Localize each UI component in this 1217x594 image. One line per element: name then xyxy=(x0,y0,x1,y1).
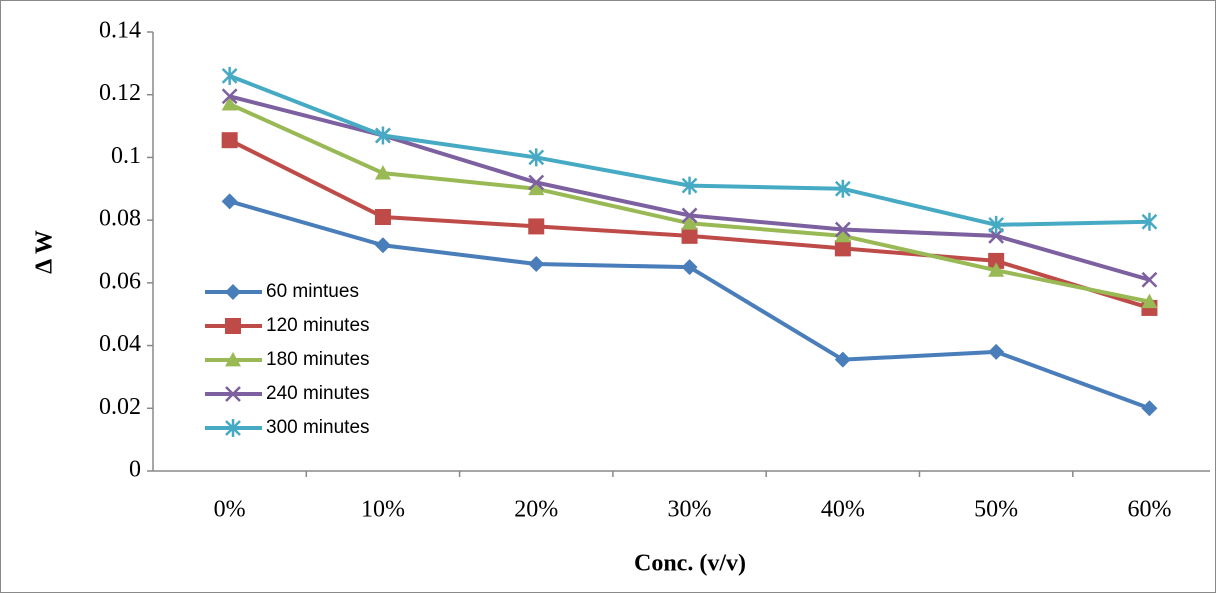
x-tick-label: 0% xyxy=(214,497,246,523)
marker xyxy=(528,180,545,196)
legend-entry: 60 mintues xyxy=(205,281,359,302)
marker xyxy=(988,252,1005,269)
marker xyxy=(374,165,391,180)
marker xyxy=(221,88,238,105)
marker xyxy=(221,193,238,210)
legend-label: 240 minutes xyxy=(266,383,370,404)
legend-label: 300 minutes xyxy=(266,417,370,438)
x-axis-label: Conc. (v/v) xyxy=(634,551,746,577)
x-tick-label: 40% xyxy=(821,497,865,523)
marker xyxy=(221,132,238,149)
x-tick-label: 60% xyxy=(1127,497,1171,523)
marker xyxy=(374,237,391,254)
x-tick-label: 30% xyxy=(668,497,712,523)
marker xyxy=(681,227,698,244)
marker xyxy=(681,207,698,224)
marker xyxy=(681,215,698,230)
marker xyxy=(834,221,851,238)
y-tick-label: 0.1 xyxy=(111,143,141,169)
marker xyxy=(528,256,545,273)
x-tick-label: 10% xyxy=(361,497,405,523)
marker xyxy=(988,343,1005,360)
y-tick-label: 0.14 xyxy=(99,18,141,44)
y-tick-label: 0.08 xyxy=(99,206,141,232)
legend-marker xyxy=(225,318,241,334)
y-tick-label: 0 xyxy=(129,457,141,483)
marker xyxy=(834,351,851,368)
marker xyxy=(375,126,391,145)
marker xyxy=(221,66,238,85)
marker xyxy=(374,209,391,226)
marker xyxy=(834,227,851,243)
marker xyxy=(528,218,545,235)
legend-entry: 180 minutes xyxy=(205,349,370,370)
y-axis-label: Δ W xyxy=(32,230,58,274)
marker xyxy=(528,148,545,167)
marker xyxy=(681,259,698,276)
legend-marker xyxy=(225,419,241,437)
legend-entry: 240 minutes xyxy=(205,383,370,404)
y-tick-label: 0.04 xyxy=(99,331,141,357)
marker xyxy=(834,240,851,257)
legend-marker xyxy=(225,284,241,300)
y-tick-label: 0.06 xyxy=(99,268,141,294)
legend-label: 60 mintues xyxy=(266,281,359,302)
marker xyxy=(1141,271,1158,288)
marker xyxy=(1141,400,1158,417)
legend-marker xyxy=(225,352,241,367)
x-tick-label: 50% xyxy=(974,497,1018,523)
y-tick-label: 0.12 xyxy=(99,80,141,106)
legend-label: 120 minutes xyxy=(266,315,370,336)
marker xyxy=(681,176,698,195)
marker xyxy=(988,262,1005,277)
marker xyxy=(834,179,851,198)
marker xyxy=(988,215,1005,234)
legend-entry: 300 minutes xyxy=(205,417,370,438)
marker xyxy=(221,96,238,111)
marker xyxy=(528,174,545,191)
marker xyxy=(1141,293,1158,309)
legend-marker xyxy=(225,386,241,402)
y-tick-label: 0.02 xyxy=(99,394,141,420)
marker xyxy=(1141,212,1158,231)
legend-entry: 120 minutes xyxy=(205,315,370,336)
x-tick-label: 20% xyxy=(514,497,558,523)
legend-label: 180 minutes xyxy=(266,349,370,370)
